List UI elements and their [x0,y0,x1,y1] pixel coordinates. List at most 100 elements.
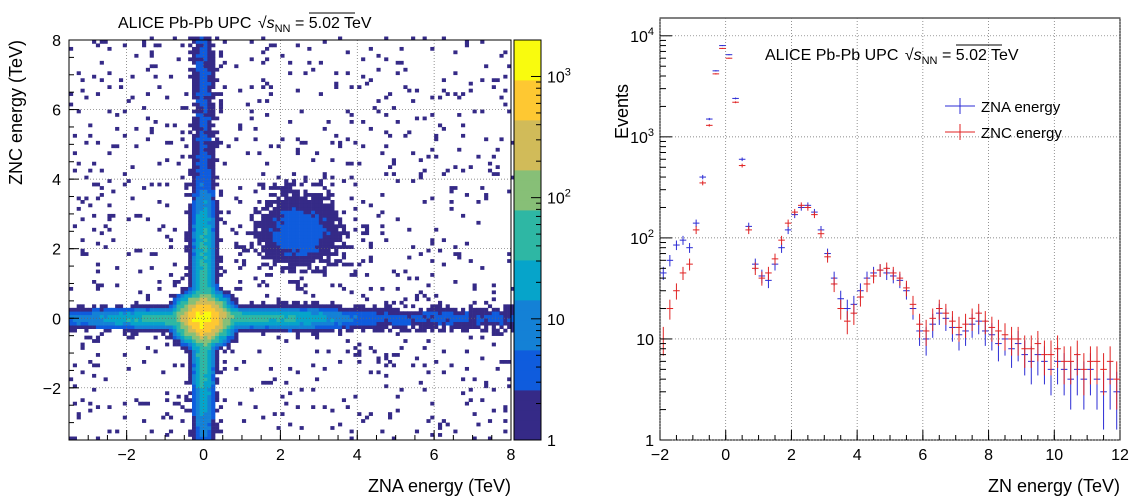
heatmap-cell [495,328,500,333]
heatmap-cell [457,311,462,316]
heatmap-cell [430,304,435,309]
heatmap-cell [295,203,300,208]
heatmap-cell [238,401,243,406]
heatmap-cell [211,332,216,336]
heatmap-cell [341,262,347,267]
heatmap-cell [261,36,266,41]
heatmap-cell [291,210,297,215]
heatmap-cell [215,224,220,229]
heatmap-cell [191,92,197,96]
heatmap-cell [376,307,381,312]
heatmap-cell [84,140,89,145]
heatmap-cell [430,415,435,420]
heatmap-cell [122,109,127,114]
heatmap-cell [311,405,316,409]
heatmap-cell [211,203,216,208]
heatmap-cell [288,280,293,284]
heatmap-cell [341,311,347,316]
heatmap-cell [338,283,343,288]
heatmap-cell [507,252,512,256]
heatmap-cell [199,210,204,215]
heatmap-cell [326,325,331,329]
heatmap-cell [295,286,300,291]
heatmap-cell [322,314,327,319]
heatmap-cell [207,182,212,187]
heatmap-cell [291,311,297,316]
heatmap-cell [230,321,235,326]
colorbar-band [514,320,541,331]
heatmap-cell [199,106,204,110]
heatmap-cell [138,269,143,274]
heatmap-cell [284,248,289,253]
heatmap-x-tick-label: 2 [276,447,285,464]
heatmap-cell [134,307,139,312]
heatmap-cell [111,189,116,194]
heatmap-cell [215,203,220,208]
heatmap-cell [195,206,200,211]
heatmap-cell [453,321,458,326]
heatmap-cell [322,238,327,243]
colorbar-band [514,360,541,371]
heatmap-cell [276,144,281,149]
heatmap-cell [445,92,450,96]
heatmap-cell [157,321,162,326]
heatmap-cell [291,213,297,218]
heatmap-cell [314,231,320,236]
heatmap-cell [122,318,127,323]
heatmap-cell [203,328,208,333]
histogram-y-tick-label: 103 [630,127,654,147]
heatmap-cell [215,356,220,361]
heatmap-cell [272,182,277,187]
heatmap-cell [276,200,281,204]
heatmap-cell [199,40,204,44]
heatmap-cell [303,241,308,246]
heatmap-cell [84,335,89,340]
histogram-title-sub: NN [922,55,938,67]
heatmap-cell [330,224,335,229]
heatmap-cell [314,314,320,319]
heatmap-cell [207,168,212,173]
heatmap-cell [195,429,200,434]
heatmap-cell [191,88,197,93]
heatmap-cell [215,380,220,385]
heatmap-cell [218,106,224,110]
heatmap-cell [180,318,185,323]
heatmap-cell [168,74,174,79]
heatmap-cell [318,245,323,249]
heatmap-cell [72,325,77,329]
heatmap-cell [230,335,235,340]
heatmap-cell [441,370,446,375]
heatmap-cell [215,339,220,343]
heatmap-cell [457,325,462,329]
heatmap-cell [199,377,204,382]
heatmap-cell [203,269,208,274]
heatmap-cell [280,200,285,204]
heatmap-cell [280,227,285,232]
heatmap-cell [222,297,227,302]
heatmap-cell [314,325,320,329]
heatmap-cell [76,412,81,416]
heatmap-cell [172,363,177,368]
heatmap-cell [257,234,262,239]
heatmap-cell [241,262,247,267]
heatmap-cell [249,213,254,218]
heatmap-cell [411,325,416,329]
heatmap-cell [338,360,343,364]
heatmap-cell [211,335,216,340]
heatmap-cell [195,88,200,93]
heatmap-cell [126,311,131,316]
heatmap-cell [280,252,285,256]
heatmap-cell [153,311,158,316]
heatmap-cell [284,339,289,343]
heatmap-cell [218,318,224,323]
heatmap-cell [280,213,285,218]
heatmap-cell [103,245,108,249]
heatmap-cell [357,325,362,329]
heatmap-cell [395,273,400,277]
heatmap-cell [414,314,420,319]
heatmap-cell [268,92,273,96]
heatmap-cell [207,241,212,246]
heatmap-cell [157,43,162,48]
heatmap-cell [330,227,335,232]
heatmap-cell [468,88,473,93]
